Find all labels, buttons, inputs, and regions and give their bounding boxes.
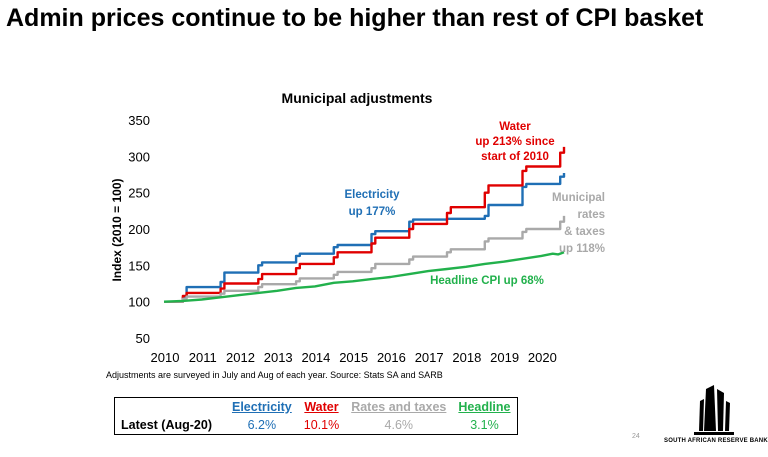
series-annotations: Electricity up 177% Water up 213% since star… <box>345 121 605 287</box>
chart-title: Municipal adjustments <box>282 90 433 106</box>
table-header-rates: Rates and taxes <box>351 400 447 414</box>
y-axis: 50 100 150 200 250 300 350 <box>128 113 150 346</box>
x-tick-label: 2020 <box>528 350 557 365</box>
table-header-electricity: Electricity <box>231 400 292 414</box>
table-cell-headline: 3.1% <box>470 418 499 432</box>
series-lines <box>163 146 566 303</box>
x-tick-label: 2017 <box>415 350 444 365</box>
logo-text: SOUTH AFRICAN RESERVE BANK <box>664 438 768 444</box>
chart-source-note: Adjustments are surveyed in July and Aug… <box>106 370 443 380</box>
series-annotation-label: start of 2010 <box>481 151 549 163</box>
x-tick-label: 2010 <box>151 350 180 365</box>
y-tick-label: 50 <box>136 331 150 346</box>
slide-title: Admin prices continue to be higher than … <box>6 4 704 32</box>
series-annotation-label: up 118% <box>559 243 605 255</box>
line-chart: Municipal adjustments Index (2010 = 100)… <box>106 90 605 380</box>
x-axis: 2010 2011 2012 2013 2014 2015 2016 2017 2018 2019… <box>151 350 557 365</box>
y-tick-label: 150 <box>128 258 150 273</box>
bank-logo-icon <box>694 385 734 435</box>
y-tick-label: 200 <box>128 222 150 237</box>
series-annotation-label: Municipal <box>552 192 605 204</box>
table-row-label: Latest (Aug-20) <box>121 418 212 432</box>
y-tick-label: 350 <box>128 113 150 128</box>
series-annotation-label: & taxes <box>564 226 605 238</box>
series-line-municipal-rates-taxes <box>164 215 566 303</box>
series-line-water <box>164 146 566 303</box>
x-tick-label: 2019 <box>490 350 519 365</box>
y-tick-label: 300 <box>128 149 150 164</box>
y-axis-label: Index (2010 = 100) <box>110 178 124 281</box>
series-annotation-label: up 213% since <box>475 136 554 148</box>
y-tick-label: 100 <box>128 295 150 310</box>
series-annotation-label: Headline CPI up 68% <box>430 275 544 287</box>
x-tick-label: 2016 <box>377 350 406 365</box>
latest-summary-table: Electricity Water Rates and taxes Headli… <box>114 397 518 435</box>
table-cell-water: 10.1% <box>303 418 340 432</box>
table-cell-electricity: 6.2% <box>247 418 277 432</box>
table-header-water: Water <box>304 400 339 414</box>
x-tick-label: 2013 <box>264 350 293 365</box>
series-line-headline-cpi <box>163 251 565 303</box>
table-header-headline: Headline <box>458 400 511 414</box>
x-tick-label: 2014 <box>301 350 330 365</box>
series-annotation-label: Water <box>499 121 531 133</box>
series-annotation-label: Electricity <box>345 189 401 201</box>
series-annotation-label: rates <box>578 209 606 221</box>
table-row: Latest (Aug-20) 6.2% 10.1% 4.6% 3.1% <box>115 416 518 435</box>
table-header-row: Electricity Water Rates and taxes Headli… <box>115 398 518 417</box>
x-tick-label: 2012 <box>226 350 255 365</box>
x-tick-label: 2018 <box>452 350 481 365</box>
table-cell-rates: 4.6% <box>384 418 414 432</box>
x-tick-label: 2011 <box>189 350 217 365</box>
table-header-cell <box>115 398 226 417</box>
y-tick-label: 250 <box>128 186 150 201</box>
series-annotation-label: up 177% <box>349 206 396 218</box>
x-tick-label: 2015 <box>339 350 368 365</box>
page-number: 24 <box>632 433 640 440</box>
